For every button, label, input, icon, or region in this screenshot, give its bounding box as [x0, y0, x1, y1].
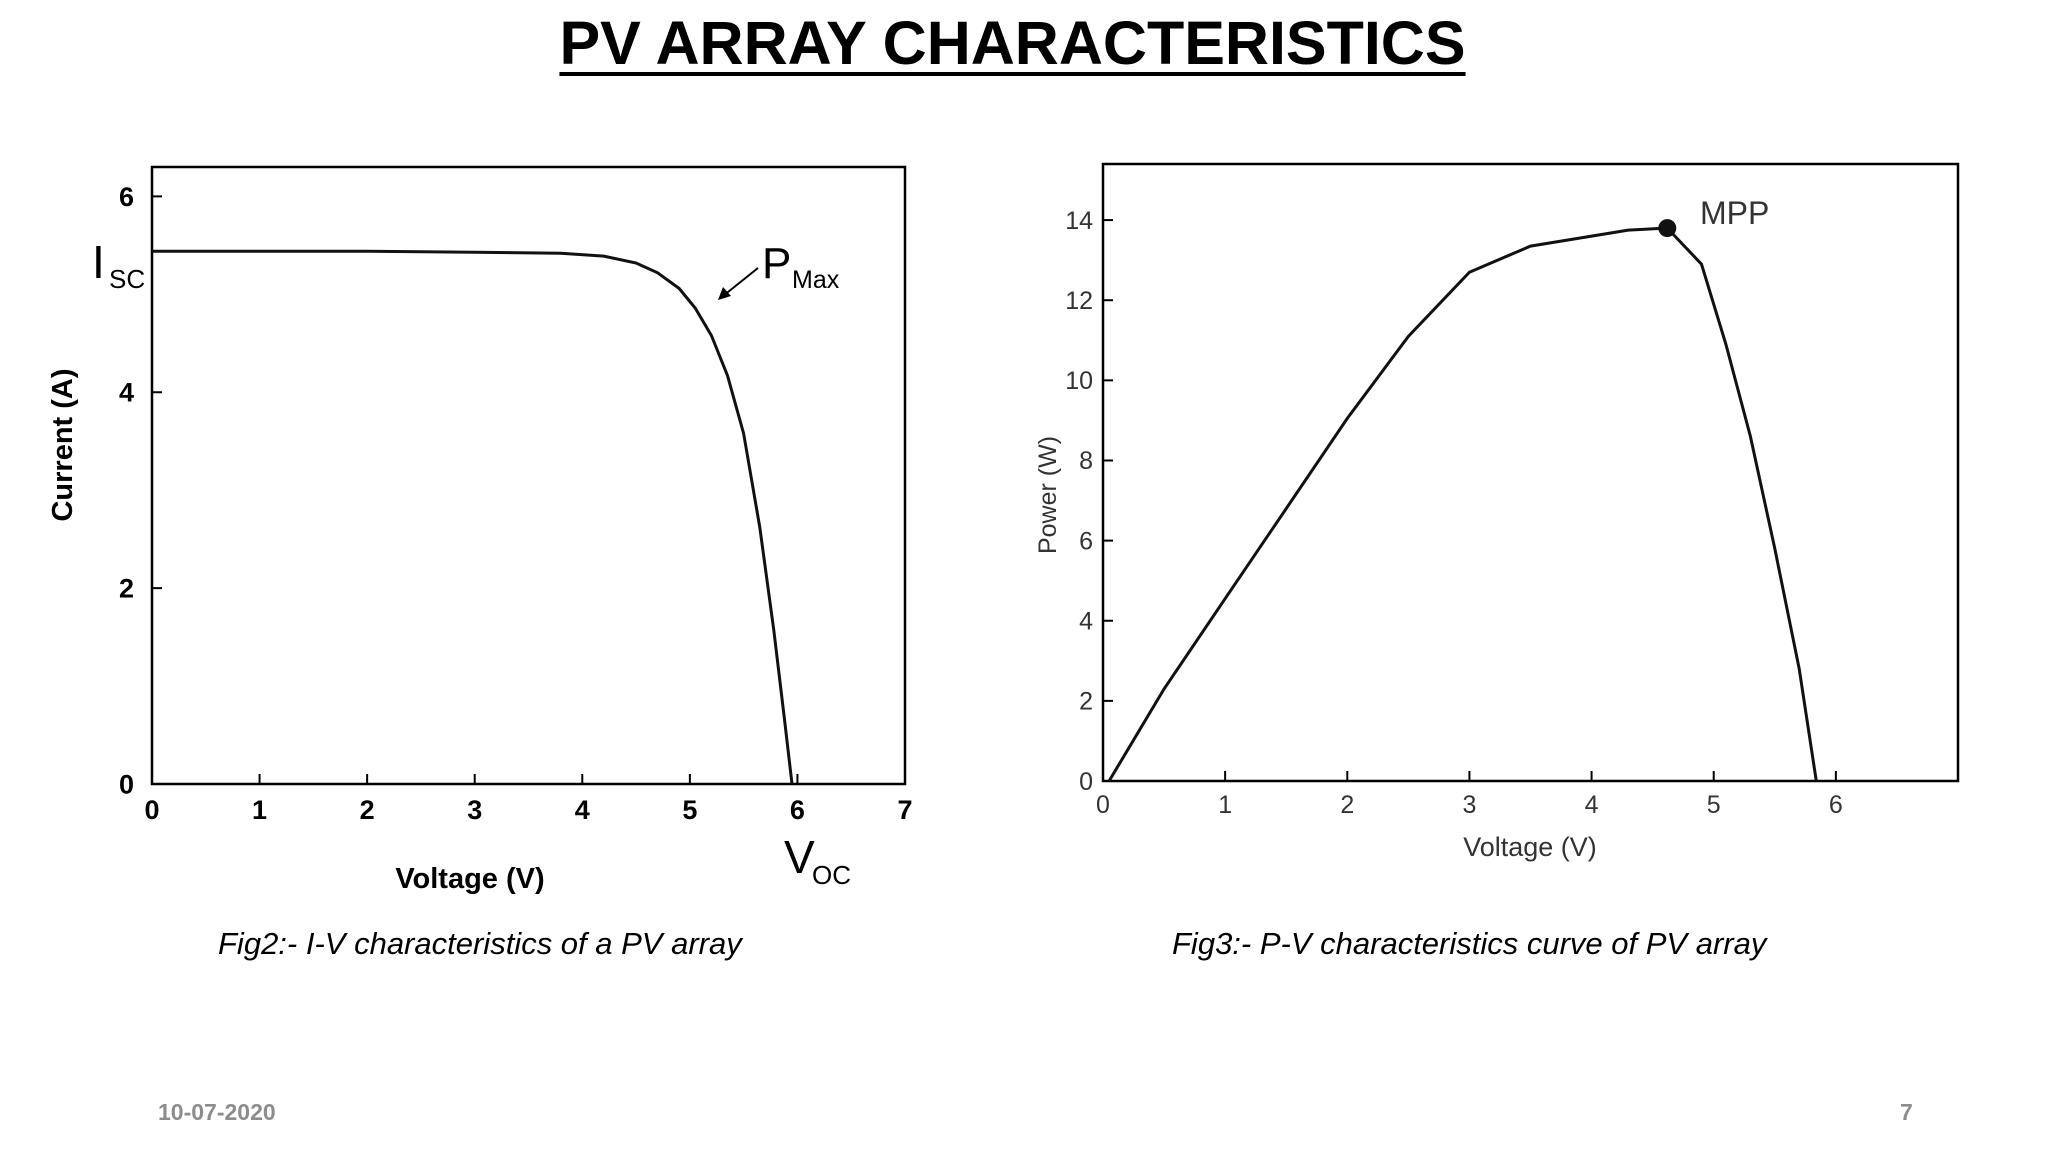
pmax-label-sub: Max	[792, 266, 840, 294]
iv-curve	[152, 249, 794, 785]
y-tick-label: 14	[1065, 207, 1093, 235]
iv-plot-frame	[150, 165, 907, 786]
x-tick-label: 0	[1096, 791, 1110, 819]
iv-caption: Fig2:- I-V characteristics of a PV array	[218, 926, 742, 961]
y-tick-label: 8	[1079, 447, 1093, 475]
pmax-arrow	[718, 267, 759, 300]
isc-label-main: I	[92, 236, 105, 288]
footer-page-number: 7	[1900, 1099, 1913, 1125]
y-tick-label: 4	[1079, 607, 1093, 635]
pv-curve	[1107, 226, 1818, 782]
mpp-label: MPP	[1700, 195, 1769, 231]
pv-xlabel: Voltage (V)	[1463, 832, 1597, 862]
y-tick-label: 2	[1079, 688, 1093, 716]
x-tick-label: 3	[1462, 791, 1476, 819]
footer-date: 10-07-2020	[158, 1099, 276, 1125]
x-tick-label: 4	[575, 795, 590, 825]
y-tick-label: 10	[1065, 367, 1093, 395]
y-tick-label: 6	[1079, 527, 1093, 555]
pv-caption: Fig3:- P-V characteristics curve of PV a…	[1172, 926, 1767, 961]
x-tick-label: 1	[1218, 791, 1232, 819]
x-tick-label: 2	[360, 795, 375, 825]
x-tick-label: 5	[682, 795, 697, 825]
y-tick-label: 4	[119, 378, 134, 408]
y-tick-label: 0	[1079, 768, 1093, 796]
x-tick-label: 2	[1340, 791, 1354, 819]
voc-label-sub: OC	[812, 860, 851, 890]
x-tick-label: 5	[1707, 791, 1721, 819]
x-tick-label: 6	[1829, 791, 1843, 819]
isc-label: I SC	[92, 236, 145, 294]
isc-label-sub: SC	[109, 264, 145, 294]
pmax-label: P Max	[762, 239, 840, 294]
x-tick-label: 4	[1585, 791, 1599, 819]
iv-xlabel: Voltage (V)	[395, 863, 544, 895]
mpp-marker	[1658, 219, 1677, 238]
x-tick-label: 7	[897, 795, 912, 825]
pmax-label-main: P	[762, 239, 791, 288]
x-tick-label: 1	[252, 795, 267, 825]
x-tick-label: 3	[467, 795, 482, 825]
slide-title: PV ARRAY CHARACTERISTICS	[559, 9, 1466, 77]
y-tick-label: 2	[119, 574, 134, 604]
iv-ylabel: Current (A)	[47, 368, 79, 521]
voc-label: V OC	[784, 831, 851, 890]
pv-ylabel: Power (W)	[1034, 436, 1062, 554]
x-tick-label: 6	[790, 795, 805, 825]
y-tick-label: 0	[119, 769, 134, 799]
x-tick-label: 0	[144, 795, 159, 825]
y-tick-label: 12	[1065, 287, 1093, 315]
pv-plot-frame	[1101, 162, 1960, 783]
y-tick-label: 6	[119, 182, 134, 212]
voc-label-main: V	[784, 831, 815, 883]
